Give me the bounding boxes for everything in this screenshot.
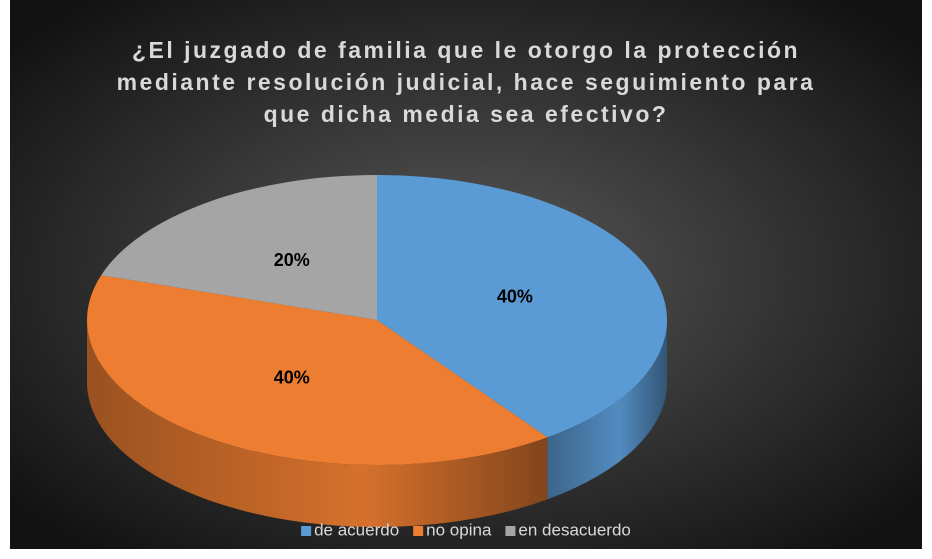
legend-label: en desacuerdo xyxy=(518,520,630,539)
legend-label: no opina xyxy=(426,520,492,539)
data-label: 40% xyxy=(497,286,533,306)
slice xyxy=(377,175,667,438)
slice-side-shade xyxy=(547,320,667,500)
legend-swatch xyxy=(301,526,312,536)
chart-title: ¿El juzgado de familia que le otorgo la … xyxy=(116,37,816,127)
slice-side-shade xyxy=(87,320,548,527)
slice xyxy=(87,275,548,465)
data-label: 20% xyxy=(274,250,310,270)
legend-swatch xyxy=(413,526,424,536)
legend-swatch xyxy=(505,526,516,536)
data-label: 40% xyxy=(274,367,310,387)
slice xyxy=(101,175,378,320)
legend-label: de acuerdo xyxy=(314,520,399,539)
